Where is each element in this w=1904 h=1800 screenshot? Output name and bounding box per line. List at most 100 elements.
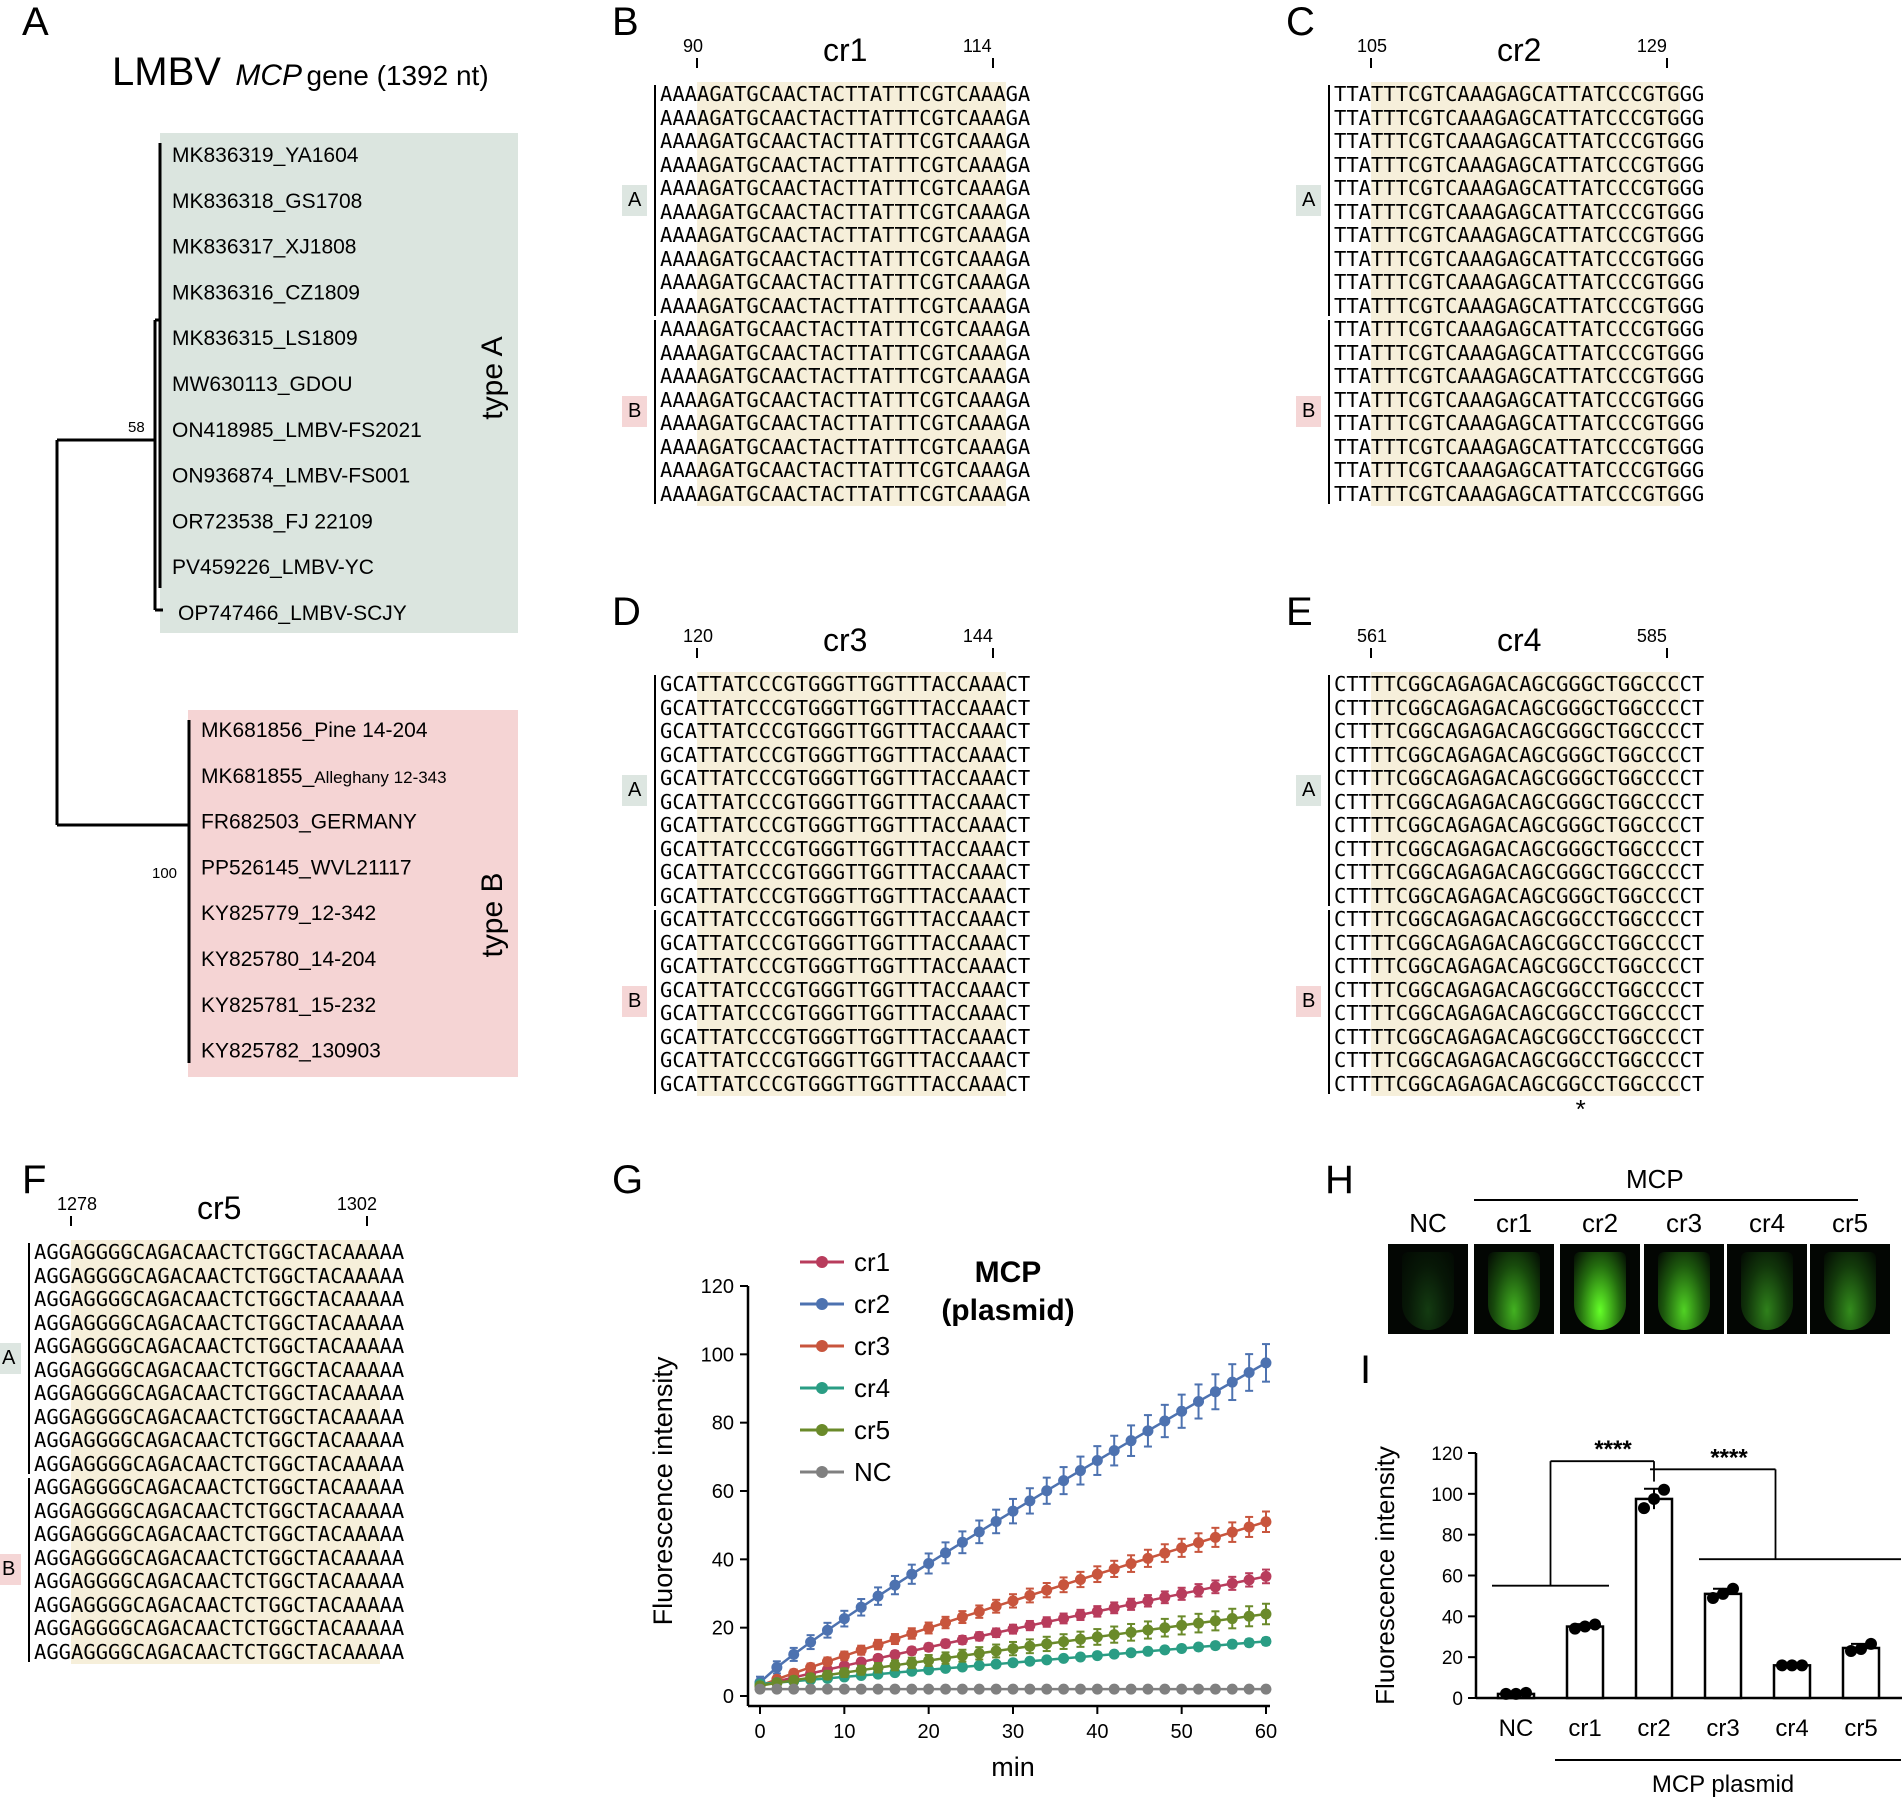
sequence-row-type-a: TTATTTCGTCAAAGAGCATTATCCCGTGGG <box>1334 270 1704 295</box>
taxon-type-a: MK836318_GS1708 <box>172 190 362 213</box>
sequence-row-type-b: AAAAGATGCAACTACTTATTTCGTCAAAGA <box>660 411 1030 436</box>
group-a-bracket <box>1328 675 1330 906</box>
data-point-cr1 <box>872 1652 884 1664</box>
group-b-tag: B <box>1296 396 1322 428</box>
sequence-row-type-b: AAAAGATGCAACTACTTATTTCGTCAAAGA <box>660 481 1030 507</box>
significance-label: **** <box>1710 1444 1748 1471</box>
group-b-tag: B <box>1296 986 1322 1018</box>
flank-left: AGG <box>34 1381 72 1405</box>
flank-right: CT <box>1679 1024 1705 1049</box>
legend-swatch-marker <box>816 1466 828 1478</box>
alignment-end-position: 144 <box>962 626 993 646</box>
target-region: TTCGGCAGAGACAGCGGCCTGGCCC <box>1371 930 1680 955</box>
flank-left: AAA <box>660 387 698 412</box>
flank-left: AAA <box>660 317 698 341</box>
flank-left: CTT <box>1334 954 1372 978</box>
target-region: TTCGGCAGAGACAGCGGCCTGGCCC <box>1371 1048 1680 1072</box>
target-region: AGATGCAACTACTTATTTCGTCAAA <box>697 82 1006 106</box>
sequence-row-type-a: AGGAGGGGCAGACAACTCTGGCTACAAAAA <box>34 1310 404 1336</box>
flank-right: AA <box>379 1451 405 1476</box>
target-region: TTTCGTCAAAGAGCATTATCCCGTG <box>1371 293 1680 318</box>
data-point-NC <box>1024 1683 1036 1695</box>
group-b-tag: B <box>622 986 648 1018</box>
data-point-cr4 <box>1159 1644 1171 1656</box>
target-region: TTTCGTCAAAGAGCATTATCCCGTG <box>1371 246 1680 271</box>
sequence-row-type-a: CTTTTCGGCAGAGACAGCGGGCTGGCCCCT <box>1334 766 1704 791</box>
flank-left: GCA <box>660 930 698 955</box>
target-region: TTATCCCGTGGGTTGGTTTACCAAA <box>697 719 1006 743</box>
flank-left: TTA <box>1334 176 1372 200</box>
snp-marker: * <box>1575 1094 1586 1124</box>
target-region: TTTCGTCAAAGAGCATTATCCCGTG <box>1371 176 1680 200</box>
target-region: TTTCGTCAAAGAGCATTATCCCGTG <box>1371 317 1680 341</box>
data-point-cr1 <box>973 1630 985 1642</box>
sequence-row-type-b: TTATTTCGTCAAAGAGCATTATCCCGTGGG <box>1334 458 1704 483</box>
data-point-NC <box>973 1683 985 1695</box>
target-region: TTTCGTCAAAGAGCATTATCCCGTG <box>1371 340 1680 365</box>
sequence-row-type-b: AAAAGATGCAACTACTTATTTCGTCAAAGA <box>660 364 1030 389</box>
flank-left: AGG <box>34 1639 72 1664</box>
target-region: AGGGGCAGACAACTCTGGCTACAAA <box>71 1639 380 1664</box>
tube-label: cr3 <box>1665 1208 1703 1238</box>
sequence-row-type-b: AGGAGGGGCAGACAACTCTGGCTACAAAAA <box>34 1522 404 1547</box>
flank-right: AA <box>379 1428 405 1452</box>
target-region: TTATCCCGTGGGTTGGTTTACCAAA <box>697 977 1006 1002</box>
data-point-cr5 <box>1007 1643 1019 1655</box>
data-point-cr1 <box>1041 1616 1053 1628</box>
data-point-cr3 <box>1058 1579 1070 1591</box>
flank-right: GG <box>1679 434 1705 459</box>
data-point-cr1 <box>1007 1623 1019 1635</box>
sequence-row-type-a: TTATTTCGTCAAAGAGCATTATCCCGTGGG <box>1334 152 1704 178</box>
data-point-cr5 <box>1193 1617 1205 1629</box>
alignment-end-position: 129 <box>1636 36 1667 56</box>
alignment-start-position: 120 <box>682 626 714 646</box>
sequence-row-type-b: CTTTTCGGCAGAGACAGCGGCCTGGCCCCT <box>1334 1071 1704 1097</box>
flank-left: GCA <box>660 954 698 978</box>
data-point-cr5 <box>990 1645 1002 1657</box>
data-point-cr3 <box>805 1661 817 1673</box>
data-point-cr2 <box>1209 1386 1221 1398</box>
alignment-start-tick <box>695 648 698 658</box>
group-a-tag: A <box>622 774 648 806</box>
flank-left: AAA <box>660 199 698 224</box>
flank-left: CTT <box>1334 836 1372 861</box>
data-point-cr5 <box>1209 1615 1221 1627</box>
target-region: TTATCCCGTGGGTTGGTTTACCAAA <box>697 1024 1006 1049</box>
sequence-row-type-b: GCATTATCCCGTGGGTTGGTTTACCAAACT <box>660 907 1030 932</box>
flank-right: GA <box>1005 317 1031 341</box>
legend-swatch-marker <box>816 1298 828 1310</box>
data-point-cr3 <box>1125 1558 1137 1570</box>
sequence-alignment-cr2: TTATTTCGTCAAAGAGCATTATCCCGTGGG TTATTTCGTC… <box>1334 82 1705 506</box>
sequence-row-type-b: AAAAGATGCAACTACTTATTTCGTCAAAGA <box>660 340 1030 366</box>
sequence-row-type-a: AGGAGGGGCAGACAACTCTGGCTACAAAAA <box>34 1357 405 1383</box>
flank-right: GG <box>1679 481 1705 506</box>
group-b-bracket <box>654 910 656 1094</box>
flank-right: AA <box>379 1381 405 1405</box>
group-a-bracket <box>1328 85 1330 316</box>
target-region: AGATGCAACTACTTATTTCGTCAAA <box>697 481 1006 506</box>
flank-right: CT <box>1005 836 1031 861</box>
flank-right: GA <box>1005 129 1031 153</box>
data-point-cr1 <box>1176 1588 1188 1600</box>
data-point-cr5 <box>1074 1633 1086 1645</box>
data-point-cr3 <box>872 1639 884 1651</box>
flank-right: AA <box>379 1357 405 1382</box>
taxon-type-b: MK681856_Pine 14-204 <box>201 719 428 742</box>
taxon-type-b: PP526145_WVL21117 <box>201 856 412 879</box>
flank-left: TTA <box>1334 82 1372 106</box>
flank-right: CT <box>1005 954 1031 978</box>
data-point-cr2 <box>940 1547 952 1559</box>
flank-right: AA <box>379 1498 405 1523</box>
x-tick-label: cr5 <box>1844 1715 1877 1742</box>
flank-left: CTT <box>1334 1001 1372 1025</box>
sequence-row-type-a: AAAAGATGCAACTACTTATTTCGTCAAAGA <box>660 176 1030 201</box>
data-point-cr3 <box>889 1633 901 1645</box>
sequence-row-type-a: TTATTTCGTCAAAGAGCATTATCCCGTGGG <box>1334 199 1704 225</box>
data-point-cr4 <box>990 1658 1002 1670</box>
flank-left: AAA <box>660 481 698 506</box>
alignment-start-tick <box>69 1216 72 1226</box>
sequence-row-type-b: GCATTATCCCGTGGGTTGGTTTACCAAACT <box>660 1071 1030 1097</box>
data-point-NC <box>1520 1686 1532 1699</box>
data-point-cr1 <box>940 1638 952 1650</box>
legend-label: cr1 <box>854 1247 890 1277</box>
